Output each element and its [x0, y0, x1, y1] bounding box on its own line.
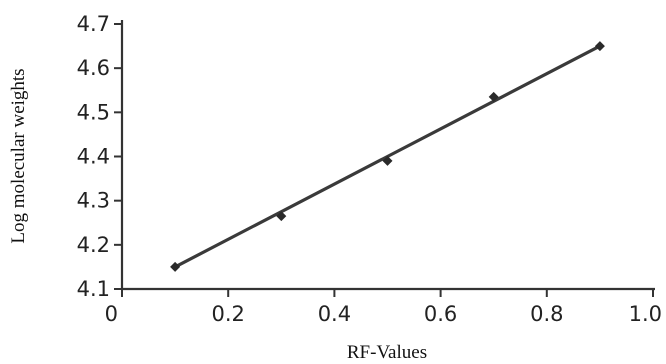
x-axis-title: RF-Values: [347, 342, 427, 363]
y-tick-label: 4.3: [77, 189, 110, 213]
data-point: [276, 211, 287, 222]
y-tick-label: 4.6: [77, 56, 110, 80]
ticks: [114, 23, 654, 297]
x-tick-label: 0.2: [211, 302, 244, 326]
tick-labels: 4.1 4.2 4.3 4.4 4.5 4.6 4.7 0 0.2 0.4 0.6 0.8 1.0: [77, 12, 662, 326]
y-tick-label: 4.4: [77, 145, 110, 169]
data-point: [170, 261, 181, 272]
y-tick-label: 4.7: [77, 12, 110, 36]
plot-area: [170, 41, 605, 272]
data-point: [382, 155, 393, 166]
x-tick-label: 0: [105, 302, 118, 326]
y-tick-label: 4.1: [77, 277, 110, 301]
y-tick-label: 4.5: [77, 100, 110, 124]
data-point: [488, 91, 499, 102]
y-tick-label: 4.2: [77, 233, 110, 257]
data-point: [594, 41, 605, 52]
x-tick-label: 0.8: [530, 302, 563, 326]
y-axis-title: Log molecular weights: [8, 68, 29, 243]
x-tick-label: 0.4: [318, 302, 351, 326]
x-tick-label: 1.0: [629, 302, 662, 326]
x-tick-label: 0.6: [424, 302, 457, 326]
